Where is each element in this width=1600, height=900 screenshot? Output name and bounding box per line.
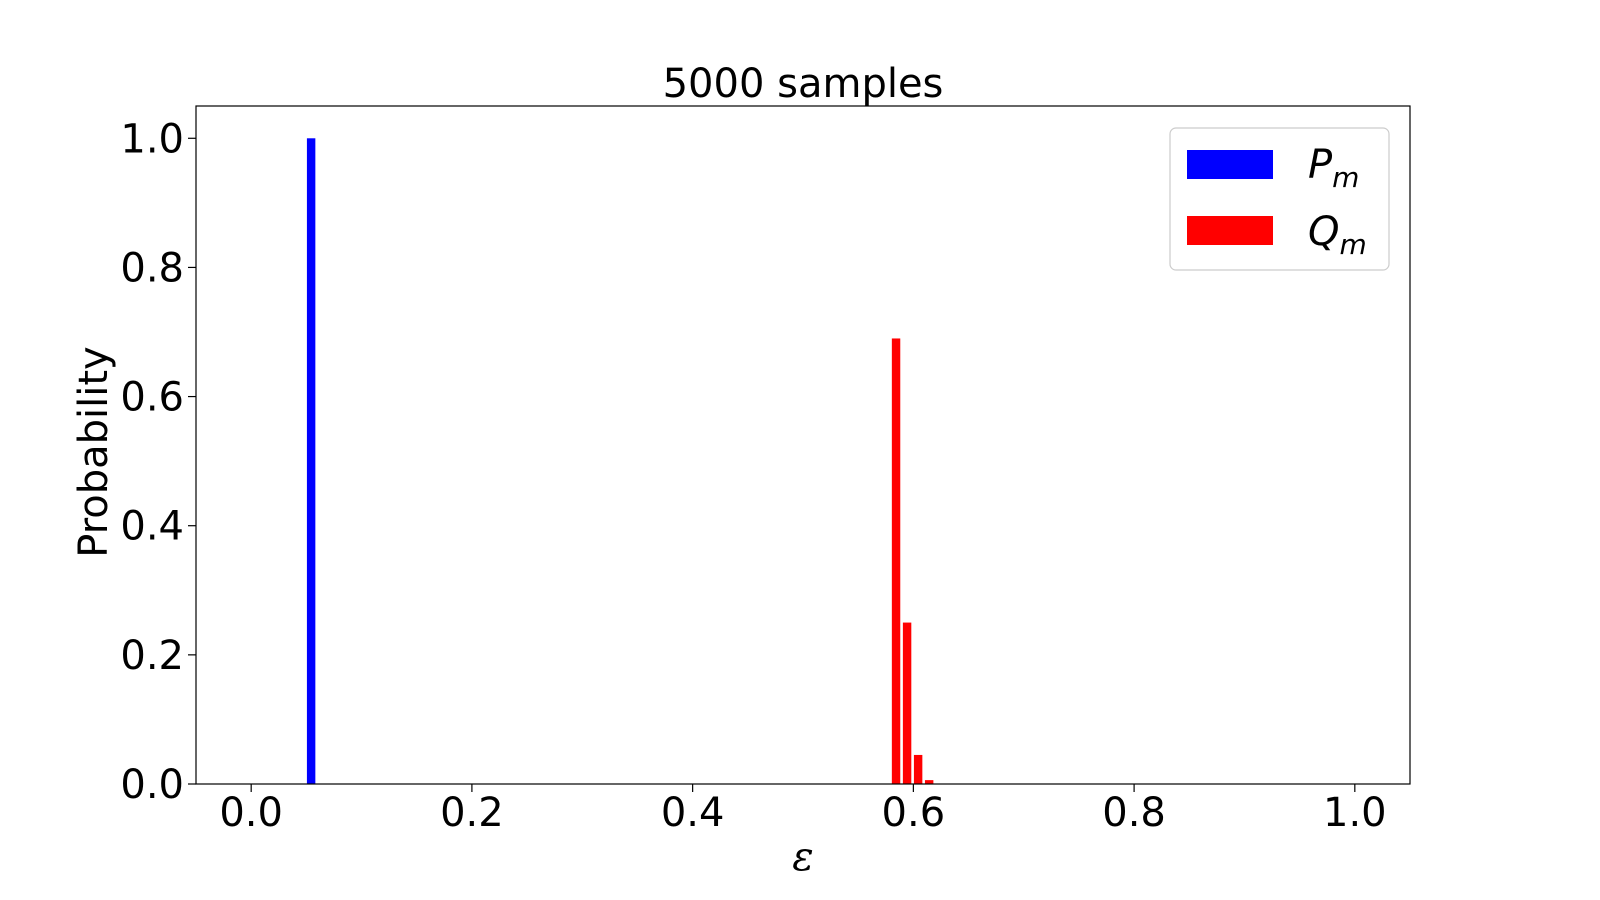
y-tick-label-4: 0.8 [120,245,184,291]
chart-title: 5000 samples [663,61,944,107]
bar-q-0 [891,338,901,784]
bar-q-3 [924,780,934,784]
legend-label-q-subscript: m [1339,228,1366,261]
legend: Pm Qm [1169,127,1390,271]
y-axis-label: Probability [71,346,117,557]
x-tick-label-0: 0.0 [219,790,283,836]
legend-label-q-name: Q [1308,209,1339,255]
x-axis-ticks: 0.0 0.2 0.4 0.6 0.8 1.0 [219,784,1387,836]
legend-swatch-p [1187,150,1273,179]
bar-q-2 [913,754,923,784]
y-tick-label-2: 0.4 [120,504,184,550]
y-axis-ticks: 0.0 0.2 0.4 0.6 0.8 1.0 [120,116,196,808]
x-axis-label: ε [792,834,813,880]
legend-swatch-q [1187,216,1273,245]
y-tick-label-3: 0.6 [120,375,184,421]
y-tick-label-5: 1.0 [120,116,184,162]
x-tick-label-5: 1.0 [1323,790,1387,836]
plot-frame [195,105,1411,785]
legend-label-p-name: P [1308,142,1333,188]
legend-label-p: Pm [1308,142,1359,194]
y-tick-label-1: 0.2 [120,633,184,679]
x-tick-label-2: 0.4 [661,790,725,836]
bar-q-1 [902,622,912,784]
x-tick-label-4: 0.8 [1102,790,1166,836]
x-tick-label-3: 0.6 [882,790,946,836]
bar-p-0 [306,138,316,785]
bars [306,138,934,785]
legend-label-p-subscript: m [1332,161,1359,194]
x-tick-label-1: 0.2 [440,790,504,836]
legend-label-q: Qm [1308,209,1367,261]
y-tick-label-0: 0.0 [120,762,184,808]
